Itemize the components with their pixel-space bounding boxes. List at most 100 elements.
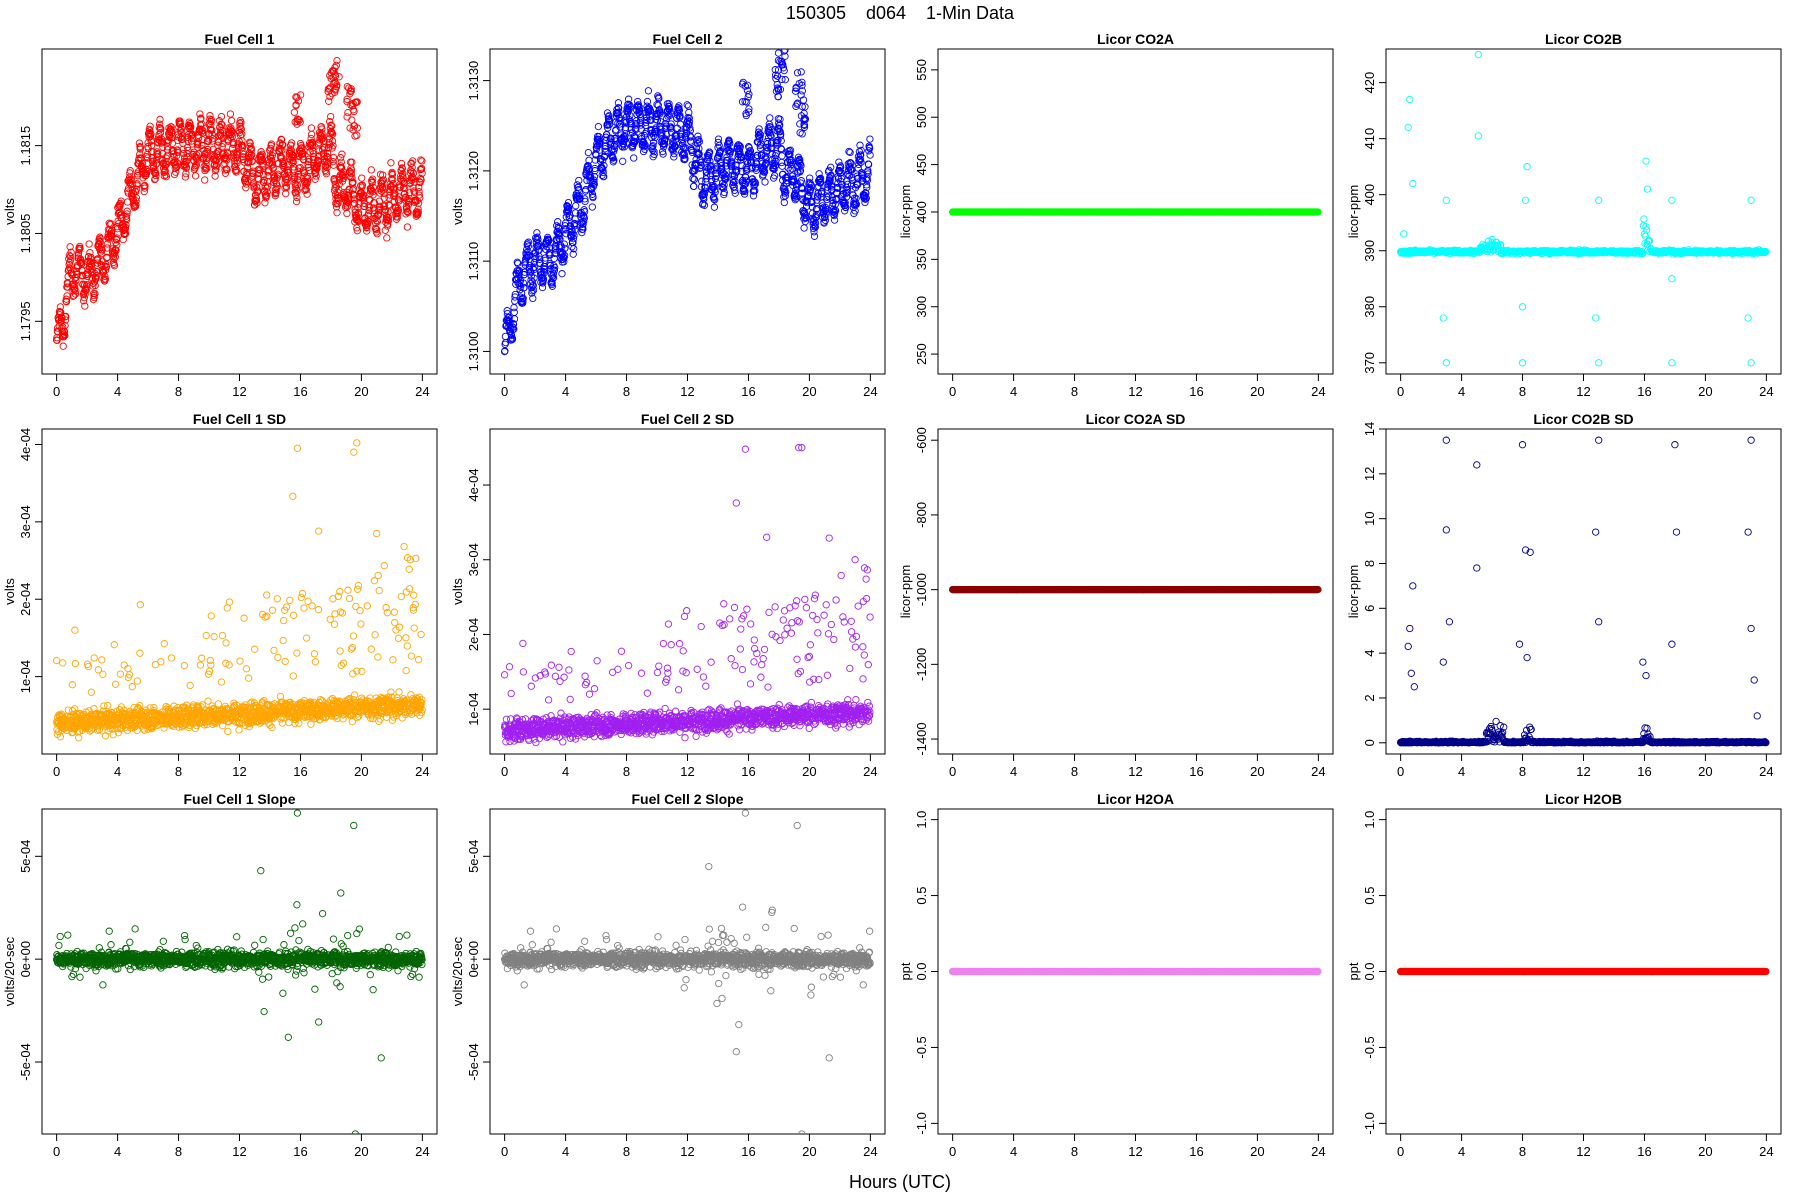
data-point — [133, 677, 142, 685]
data-point — [247, 146, 256, 154]
data-point — [806, 174, 814, 182]
data-point — [268, 157, 276, 165]
data-point — [282, 184, 291, 192]
data-point — [569, 235, 578, 243]
data-point — [634, 97, 642, 106]
data-point — [590, 180, 598, 188]
data-point — [830, 216, 839, 224]
data-point — [279, 141, 287, 149]
data-point — [866, 151, 874, 159]
data-point — [776, 115, 784, 123]
data-point — [147, 137, 155, 145]
data-point — [132, 185, 141, 193]
data-point — [353, 224, 361, 232]
data-point — [90, 293, 98, 302]
data-point — [705, 148, 714, 156]
data-point — [296, 91, 305, 99]
data-point — [110, 641, 118, 649]
data-point — [370, 199, 379, 207]
data-point — [162, 160, 171, 168]
data-point — [690, 182, 698, 190]
data-point — [604, 124, 612, 132]
data-point — [683, 101, 691, 109]
data-point — [510, 315, 519, 323]
data-point — [856, 155, 865, 164]
data-point — [697, 183, 706, 191]
data-point — [226, 110, 235, 118]
data-point — [382, 212, 390, 220]
data-point — [91, 290, 99, 298]
data-point — [505, 313, 513, 322]
data-point — [646, 116, 654, 124]
data-point — [109, 731, 117, 739]
data-point — [112, 246, 120, 254]
data-point — [172, 163, 181, 172]
data-point — [817, 178, 825, 186]
data-point — [800, 121, 809, 129]
data-point — [856, 141, 864, 149]
data-point — [263, 191, 271, 200]
data-point — [128, 683, 136, 691]
data-point — [570, 231, 578, 240]
data-point — [772, 87, 781, 95]
data-point — [508, 335, 517, 343]
data-point — [349, 186, 357, 194]
data-point — [211, 172, 219, 180]
data-point — [1638, 250, 1647, 258]
data-point — [579, 217, 588, 226]
data-point — [347, 169, 355, 178]
data-point — [346, 168, 354, 176]
data-point — [252, 196, 261, 205]
data-point — [61, 331, 69, 340]
y-tick-label: 1.3110 — [466, 242, 481, 281]
data-point — [564, 198, 573, 207]
data-point — [781, 192, 789, 200]
data-point — [787, 156, 796, 164]
data-point — [613, 105, 621, 114]
data-point — [327, 112, 335, 121]
data-point — [409, 157, 417, 165]
data-point — [1642, 226, 1651, 234]
data-point — [283, 176, 291, 184]
data-point — [143, 167, 151, 176]
data-point — [358, 174, 366, 182]
data-point — [1518, 303, 1527, 311]
data-point — [343, 202, 352, 211]
data-point — [192, 154, 200, 162]
data-point — [222, 151, 230, 160]
data-point — [744, 159, 752, 168]
data-point — [136, 150, 144, 159]
data-point — [796, 156, 804, 164]
data-point — [338, 150, 346, 158]
data-point — [329, 158, 337, 166]
x-tick-label: 12 — [1128, 384, 1142, 399]
data-point — [766, 129, 774, 137]
data-point — [745, 90, 753, 98]
data-point — [694, 132, 702, 140]
data-point — [208, 126, 216, 134]
y-tick-label: 1.3120 — [466, 151, 481, 191]
data-point — [191, 172, 200, 180]
panel-title: Licor CO2A — [1097, 31, 1174, 47]
data-point — [206, 112, 214, 120]
data-point — [749, 192, 758, 200]
data-point — [684, 116, 692, 124]
x-tick-label: 24 — [863, 384, 877, 399]
data-point — [1595, 359, 1603, 367]
data-point — [386, 191, 394, 199]
data-point — [656, 125, 665, 133]
data-point — [830, 211, 838, 220]
data-point — [797, 68, 805, 76]
data-point — [780, 193, 788, 201]
data-point — [53, 336, 61, 345]
data-point — [842, 203, 850, 212]
data-point — [569, 250, 577, 258]
panel-title: Fuel Cell 1 SD — [193, 411, 286, 427]
data-point — [173, 151, 181, 160]
data-point — [529, 281, 537, 290]
data-point — [97, 249, 106, 258]
data-point — [800, 123, 809, 131]
data-point — [331, 79, 339, 87]
